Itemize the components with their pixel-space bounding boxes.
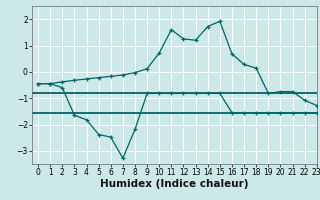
X-axis label: Humidex (Indice chaleur): Humidex (Indice chaleur) [100,179,249,189]
